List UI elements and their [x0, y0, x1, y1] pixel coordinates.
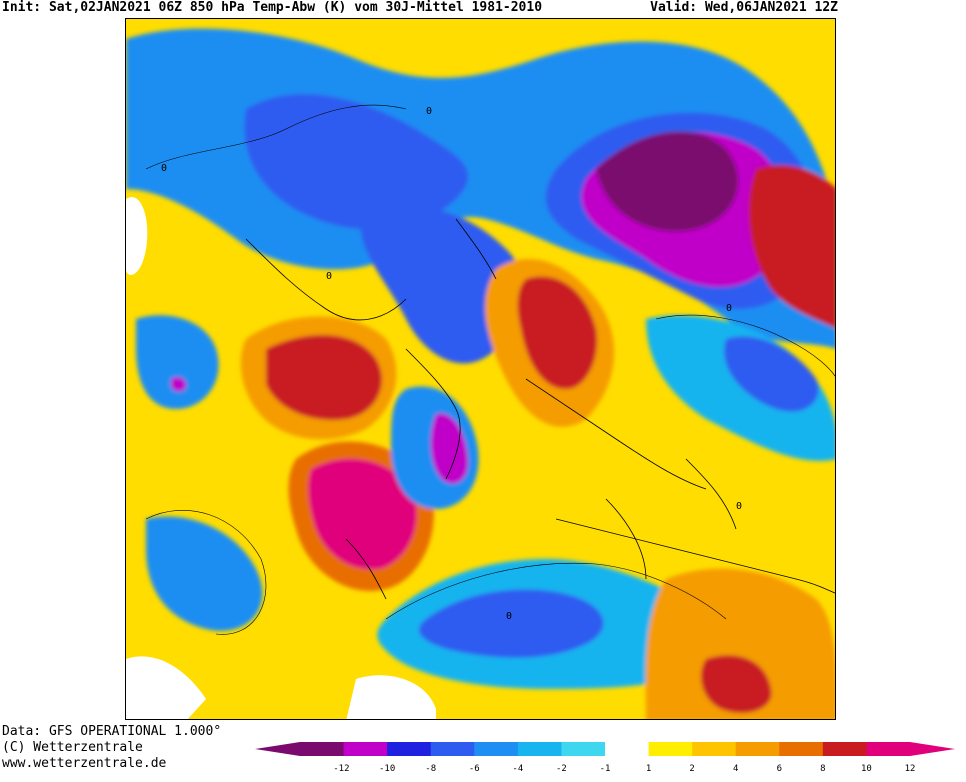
- cold-anomaly-west-pacific: [146, 516, 263, 631]
- colorbar-tick-label: 1: [645, 764, 652, 774]
- colorbar-tick-label: -2: [556, 764, 567, 774]
- colorbar-tick-label: -12: [333, 764, 350, 774]
- colorbar-swatch: [561, 742, 606, 756]
- colorbar: [255, 742, 955, 756]
- colorbar-tick-label: -6: [468, 764, 480, 774]
- colorbar-arrow-high: [910, 742, 955, 756]
- contour-label: 0: [506, 611, 512, 622]
- colorbar-swatch: [605, 742, 650, 756]
- header-init-text: Init: Sat,02JAN2021 06Z 850 hPa Temp-Abw…: [2, 0, 543, 15]
- colorbar-arrow-low: [255, 742, 300, 756]
- warm-anomaly-europe-core: [517, 276, 597, 389]
- warm-anomaly-canada-core: [266, 335, 382, 420]
- colorbar-tick-label: 2: [689, 764, 695, 774]
- warm-anomaly-atlantic-core: [308, 458, 417, 570]
- contour-label: 0: [726, 303, 732, 314]
- colorbar-swatch: [300, 742, 345, 756]
- footer-data-source: Data: GFS OPERATIONAL 1.000°: [2, 724, 222, 739]
- cold-anomaly-siberia-core: [596, 131, 739, 232]
- anomaly-map: 0 0 0 0 0 0: [125, 18, 836, 720]
- footer-copyright: (C) Wetterzentrale: [2, 740, 143, 755]
- cold-anomaly-east-asia-deep: [724, 336, 819, 412]
- colorbar-swatch: [648, 742, 693, 756]
- colorbar-tick-label: -1: [599, 764, 611, 774]
- warm-anomaly-east-edge: [748, 165, 835, 329]
- colorbar-tick-label: 8: [820, 764, 826, 774]
- colorbar-swatch: [343, 742, 388, 756]
- cold-anomaly-canada: [244, 94, 469, 230]
- neutral-area-west: [126, 197, 148, 275]
- colorbar-tick-label: 4: [732, 764, 739, 774]
- colorbar-swatch: [517, 742, 562, 756]
- cold-anomaly-hawaii-core: [171, 376, 187, 392]
- colorbar-tick-label: 12: [904, 764, 916, 774]
- warm-anomaly-south-asia-core: [701, 655, 772, 713]
- colorbar-tick-label: -8: [425, 764, 437, 774]
- colorbar-swatch: [866, 742, 911, 756]
- colorbar-swatch: [474, 742, 519, 756]
- colorbar-swatch: [735, 742, 780, 756]
- warm-anomaly-south-asia-outer: [645, 568, 835, 719]
- anomaly-field: 0 0 0 0 0 0: [126, 19, 835, 719]
- header-valid-text: Valid: Wed,06JAN2021 12Z: [650, 0, 838, 15]
- colorbar-swatch: [387, 742, 432, 756]
- colorbar-swatch: [692, 742, 737, 756]
- colorbar-tick-label: -10: [379, 764, 396, 774]
- contour-label: 0: [736, 501, 742, 512]
- contour-label: 0: [326, 271, 332, 282]
- neutral-area-south: [346, 675, 436, 719]
- cold-anomaly-south-arc-core: [418, 589, 604, 658]
- cold-anomaly-greenland-core: [430, 413, 469, 484]
- colorbar-swatch: [822, 742, 867, 756]
- neutral-area-southwest: [126, 656, 206, 719]
- colorbar-swatch: [430, 742, 475, 756]
- colorbar-legend: -12 -10 -8 -6 -4 -2 -1 1 2 4 6 8 10 12: [255, 742, 955, 778]
- colorbar-swatch: [779, 742, 824, 756]
- zero-contour: [145, 104, 835, 635]
- colorbar-tick-label: -4: [512, 764, 524, 774]
- footer-website: www.wetterzentrale.de: [2, 756, 167, 771]
- cold-anomaly-arctic: [360, 205, 525, 364]
- colorbar-tick-label: 10: [861, 764, 872, 774]
- cold-anomaly-hawaii: [136, 315, 219, 409]
- contour-label: 0: [426, 106, 432, 117]
- contour-label: 0: [161, 163, 167, 174]
- coastlines: [245, 218, 835, 600]
- colorbar-tick-label: 6: [776, 764, 782, 774]
